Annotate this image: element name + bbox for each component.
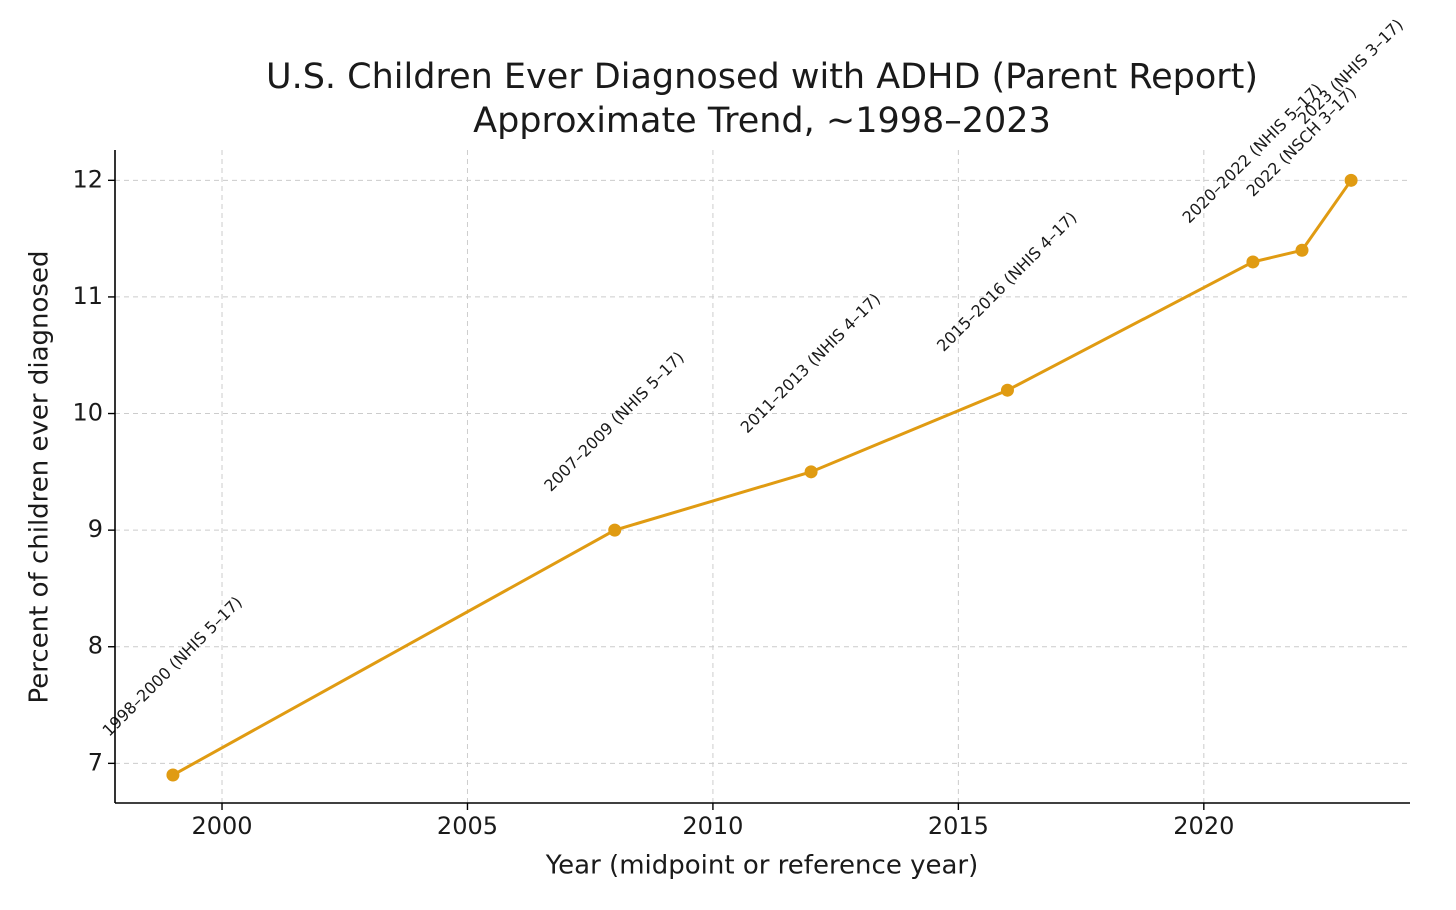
y-tick-label: 8 <box>88 632 103 660</box>
data-point <box>1246 255 1260 269</box>
y-tick-label: 10 <box>72 399 103 427</box>
x-tick-label: 2020 <box>1173 812 1234 840</box>
data-point <box>804 465 818 479</box>
grid <box>115 150 1410 803</box>
point-label: 2007–2009 (NHIS 5–17) <box>540 348 687 495</box>
chart-subtitle: Approximate Trend, ~1998–2023 <box>473 101 1051 141</box>
data-point <box>1344 173 1358 187</box>
chart-title: U.S. Children Ever Diagnosed with ADHD (… <box>266 57 1258 97</box>
x-tick-label: 2005 <box>437 812 498 840</box>
point-label: 2015–2016 (NHIS 4–17) <box>933 208 1080 355</box>
y-tick-label: 7 <box>88 748 103 776</box>
data-line <box>172 179 1353 777</box>
data-point <box>1000 383 1014 397</box>
y-axis-label: Percent of children ever diagnosed <box>25 251 55 704</box>
point-label: 1998–2000 (NHIS 5–17) <box>98 593 245 740</box>
x-tick-label: 2010 <box>682 812 743 840</box>
y-tick-label: 11 <box>72 282 103 310</box>
y-tick-label: 9 <box>88 515 103 543</box>
x-tick-label: 2000 <box>191 812 252 840</box>
data-point <box>166 768 180 782</box>
point-label: 2011–2013 (NHIS 4–17) <box>737 289 884 436</box>
x-axis-label: Year (midpoint or reference year) <box>545 851 979 881</box>
x-tick-label: 2015 <box>928 812 989 840</box>
data-point <box>608 523 622 537</box>
y-tick-label: 12 <box>72 165 103 193</box>
data-point <box>1295 243 1309 257</box>
point-label: 2020–2022 (NHIS 5–17) <box>1178 80 1325 227</box>
point-label: 2023 (NHIS 3–17) <box>1294 15 1407 128</box>
